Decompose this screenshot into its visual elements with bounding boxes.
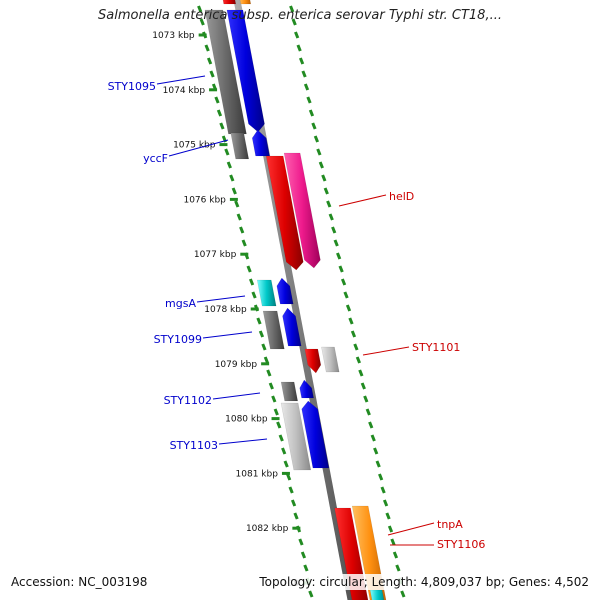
tick-label: 1081 kbp [236,469,279,479]
gene-feature[interactable] [230,132,250,160]
summary-text: Topology: circular; Length: 4,809,037 bp… [256,574,592,590]
gene-label-leader [168,139,229,157]
gene-feature[interactable] [299,379,314,399]
gene-label-leader [156,75,206,85]
gene-label[interactable]: STY1106 [437,538,485,551]
gene-label-leader [362,346,410,356]
gene-feature[interactable] [239,0,252,5]
gene-label[interactable]: STY1095 [108,80,156,93]
ring-dots [197,5,406,598]
gene-label[interactable]: helD [389,190,414,203]
axis-ticks: 1073 kbp 1074 kbp 1075 kbp 1076 kbp 1077 kbp… [152,31,311,589]
gene-labels: STY1095 yccF helD mgsA STY1099 STY1101 STY1102… [108,75,485,551]
gene-label[interactable]: STY1101 [412,341,460,354]
gene-feature[interactable] [262,310,285,350]
gene-feature[interactable] [222,0,237,5]
gene-label-leader [202,331,253,339]
gene-label[interactable]: yccF [143,152,168,165]
gene-feature[interactable] [251,129,270,157]
tick-label: 1079 kbp [215,360,258,370]
gene-label-leader [212,392,261,400]
gene-feature[interactable] [280,381,298,402]
gene-label-leader [196,295,246,303]
gene-label[interactable]: STY1103 [170,439,218,452]
tick-label: 1076 kbp [183,195,226,205]
gene-feature[interactable] [226,9,265,133]
features [204,0,388,604]
tick-label: 1073 kbp [152,31,195,41]
gene-label-leader [218,438,268,445]
gene-feature[interactable] [321,346,340,373]
gene-label[interactable]: STY1099 [154,333,202,346]
gene-feature[interactable] [265,155,304,271]
gene-feature[interactable] [256,279,277,307]
gene-feature[interactable] [276,277,294,305]
tick-label: 1075 kbp [173,141,216,151]
tick-label: 1082 kbp [246,524,289,534]
tick-label: 1078 kbp [204,305,247,315]
gene-label-leader [338,194,387,207]
tick-label: 1077 kbp [194,250,237,260]
gene-feature[interactable] [283,152,321,269]
gene-feature[interactable] [204,9,247,135]
accession-text: Accession: NC_003198 [8,574,151,590]
gene-label[interactable]: mgsA [165,297,196,310]
tick-label: 1074 kbp [163,86,206,96]
tick-label: 1080 kbp [225,415,268,425]
gene-label[interactable]: tnpA [437,518,463,531]
gene-feature[interactable] [304,348,322,374]
gene-feature[interactable] [280,402,312,471]
gene-feature[interactable] [282,307,302,347]
gene-label[interactable]: STY1102 [164,394,212,407]
gene-feature[interactable] [301,400,330,469]
gene-label-leader [387,522,435,536]
page-title: Salmonella enterica subsp. enterica sero… [98,8,502,23]
